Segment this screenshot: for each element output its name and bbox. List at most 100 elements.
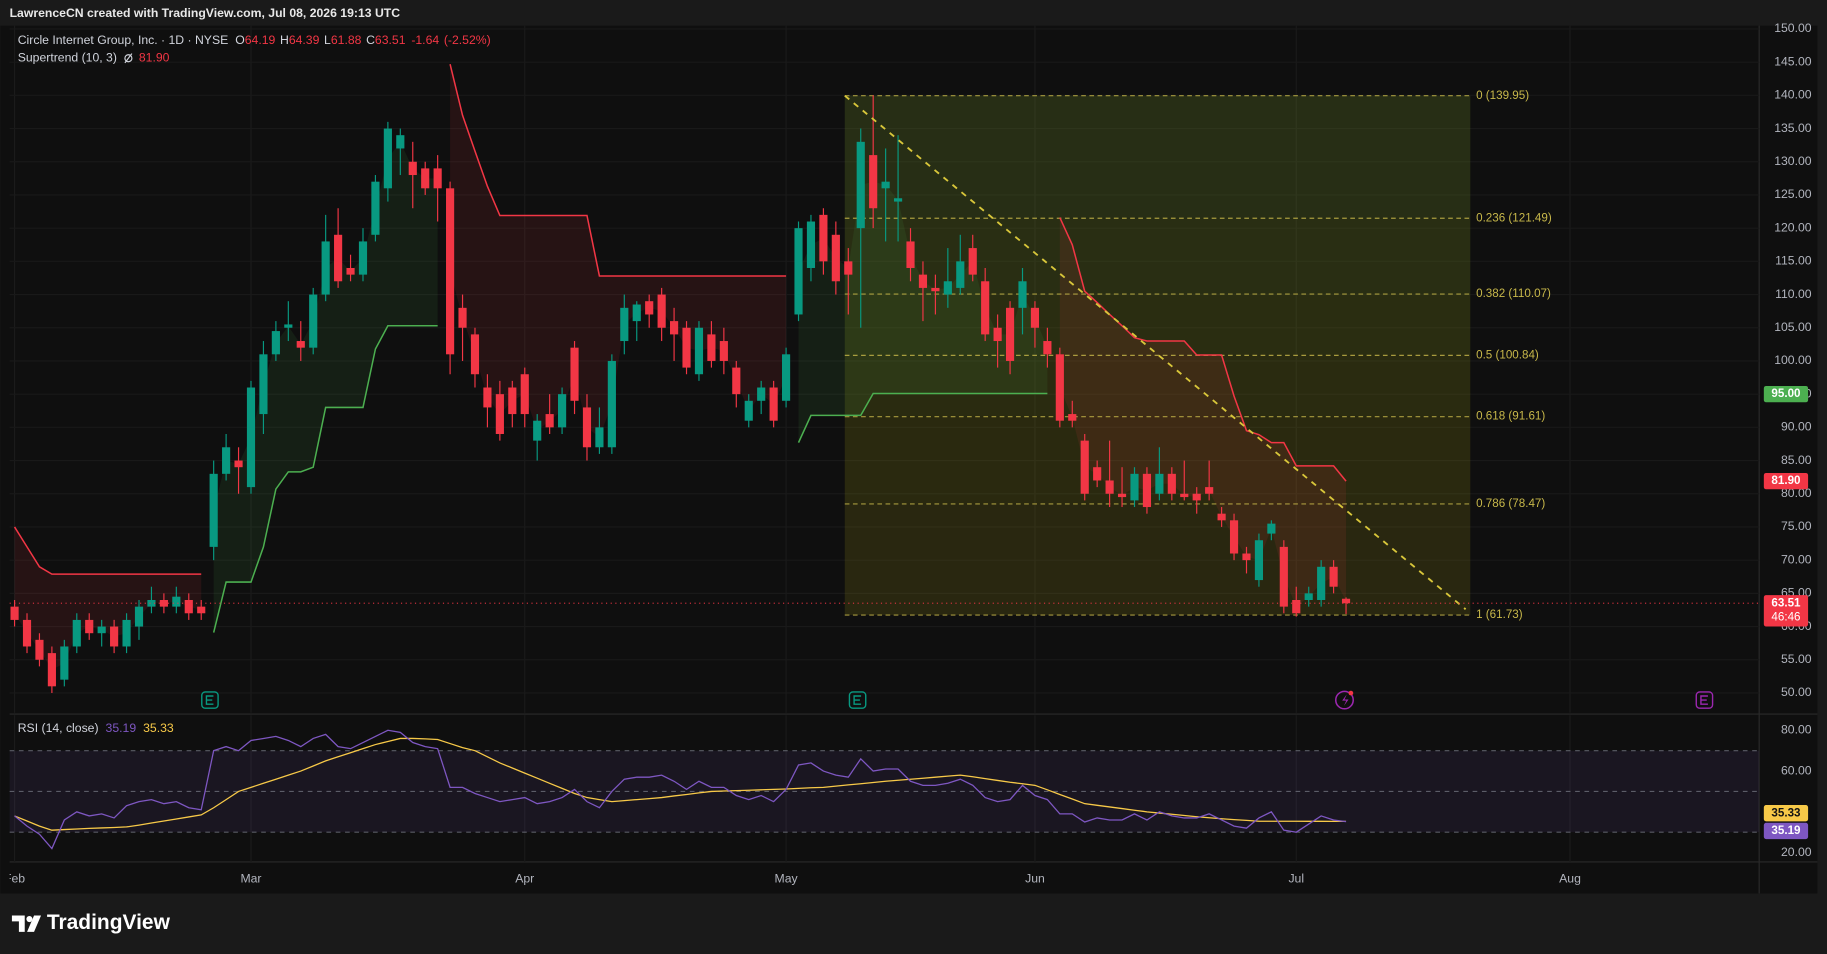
candle-body	[246, 387, 256, 488]
fib-label: 0.236 (121.49)	[1476, 211, 1552, 224]
candle-body	[1279, 546, 1288, 607]
fib-zone	[844, 95, 1471, 219]
candle-body	[110, 626, 119, 647]
ohlc-value: 61.88	[331, 33, 362, 47]
earnings-icon	[201, 691, 219, 709]
price-badge	[1763, 472, 1809, 490]
candle-body	[147, 599, 156, 607]
candle-body	[209, 473, 218, 547]
ohlc-label: H	[280, 33, 289, 47]
rsi-badge-label: 35.19	[1771, 824, 1801, 837]
y-tick-label: 80.00	[1781, 486, 1812, 500]
candle-body	[309, 294, 318, 348]
y-tick-label: 75.00	[1781, 519, 1812, 533]
candle-body	[607, 360, 616, 448]
x-tick-label: Mar	[240, 872, 261, 886]
candle-body	[1155, 473, 1164, 494]
fib-label: 0 (139.95)	[1476, 89, 1529, 102]
candle-body	[558, 394, 567, 428]
x-tick-label: Aug	[1559, 872, 1581, 886]
candle-body	[433, 168, 442, 189]
candle-body	[906, 241, 915, 268]
chart-panel	[0, 25, 1818, 894]
time-axis: Feb Mar Apr May Jun Jul Aug	[10, 872, 1582, 886]
candle-body	[694, 327, 704, 375]
candle-body	[1329, 566, 1338, 587]
change: -1.64	[411, 33, 439, 47]
rsi-title: RSI (14, close) 35.19 35.33	[18, 721, 174, 735]
candle-body	[60, 646, 69, 680]
candle-body	[222, 447, 231, 474]
visibility-icon	[124, 54, 133, 63]
price-badge	[1763, 595, 1809, 627]
candle-body	[744, 400, 753, 421]
brand: TradingView	[47, 911, 171, 934]
dividend-icon	[1334, 690, 1354, 710]
candle-body	[520, 374, 529, 415]
candle-body	[1005, 307, 1015, 361]
rsi-badge	[1763, 805, 1809, 822]
candle-body	[22, 619, 32, 647]
candle-body	[85, 619, 94, 634]
candle-body	[869, 155, 878, 209]
candle-body	[819, 214, 828, 262]
candle-body	[595, 427, 604, 448]
candle-body	[1080, 440, 1089, 494]
candle-body	[931, 287, 940, 292]
rsi-tick-label: 80.00	[1781, 723, 1812, 737]
candle-body	[844, 261, 853, 275]
candle-body	[1341, 598, 1351, 604]
price-badge	[1763, 385, 1809, 403]
candle-body	[893, 198, 903, 202]
symbol: Circle Internet Group, Inc. · 1D · NYSE	[18, 33, 229, 47]
candle-body	[495, 394, 504, 434]
candle-body	[1317, 566, 1326, 600]
candle-body	[881, 181, 890, 189]
y-tick-label: 85.00	[1781, 453, 1812, 467]
y-tick-label: 115.00	[1775, 254, 1812, 268]
ohlc-value: 63.51	[375, 33, 406, 47]
candle-body	[719, 341, 728, 361]
candle-body	[371, 181, 380, 235]
candle-body	[271, 331, 280, 355]
candle-body	[172, 596, 181, 607]
candle-body	[1130, 473, 1139, 501]
candle-body	[1180, 493, 1189, 498]
rsi-tick-label: 20.00	[1781, 845, 1812, 859]
y-tick-label: 70.00	[1781, 552, 1812, 566]
candle-body	[458, 307, 467, 328]
y-tick-label: 110.00	[1775, 287, 1812, 301]
axes: 50.0055.0060.0065.0070.0075.0080.0085.00…	[18, 21, 1812, 859]
rsi-name: RSI (14, close)	[18, 721, 99, 735]
rsi-tick-label: 60.00	[1781, 763, 1812, 777]
candle-body	[1093, 467, 1102, 481]
candle-body	[1217, 513, 1226, 521]
indicator-name: Supertrend (10, 3)	[18, 50, 117, 64]
rsi-value: 35.19	[106, 721, 137, 735]
candle-body	[794, 228, 803, 315]
candle-body	[1018, 281, 1027, 308]
supertrend-line	[212, 325, 1048, 633]
change-pct: (-2.52%)	[444, 33, 491, 47]
candle-body	[1205, 487, 1214, 494]
rsi-line	[14, 729, 1347, 850]
rsi-badge-label: 35.33	[1771, 806, 1801, 819]
candle-body	[396, 135, 405, 149]
candle-body	[1105, 480, 1114, 494]
candle-body	[1229, 520, 1239, 554]
ohlc-label: L	[324, 33, 331, 47]
supertrend-fill	[1059, 217, 1347, 607]
candle-body	[682, 327, 691, 368]
candle-body	[508, 387, 517, 415]
candle-body	[259, 354, 268, 415]
fib-zone	[844, 218, 1471, 295]
candle-body	[483, 387, 492, 408]
candle-body	[408, 161, 417, 176]
y-tick-label: 150.00	[1774, 21, 1812, 35]
fib-label: 0.382 (110.07)	[1476, 287, 1551, 300]
candle-body	[620, 307, 629, 342]
candle-body	[831, 234, 840, 282]
candle-body	[1242, 553, 1251, 561]
